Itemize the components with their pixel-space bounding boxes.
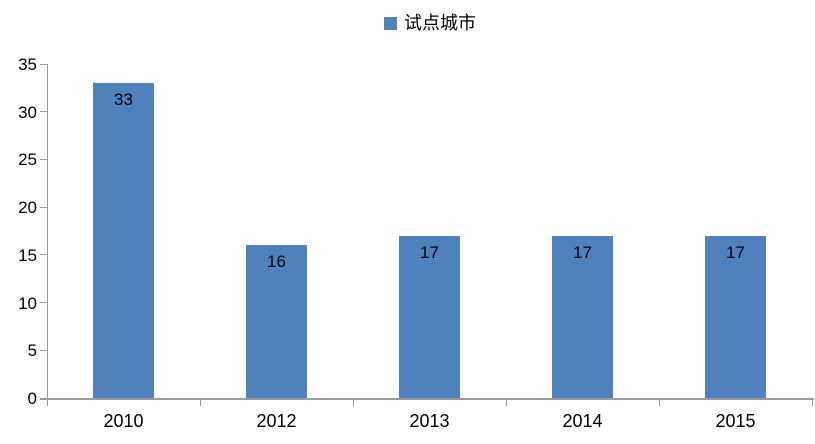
bar-value-label: 17 <box>726 242 745 262</box>
bar-value-label: 16 <box>267 252 286 272</box>
y-axis-label: 35 <box>18 55 37 74</box>
y-axis-tick <box>40 206 48 208</box>
y-axis-tick <box>40 254 48 256</box>
bar-value-label: 17 <box>420 242 439 262</box>
y-axis-label: 0 <box>27 389 37 408</box>
bar-2013: 17 <box>399 235 460 398</box>
x-axis-label: 2015 <box>715 411 756 431</box>
x-axis-tick <box>658 398 660 406</box>
y-axis-tick <box>40 397 48 399</box>
y-axis-label: 15 <box>18 245 37 265</box>
legend-square-swatch-icon <box>384 16 397 30</box>
y-axis-tick <box>40 158 48 160</box>
x-axis-tick <box>811 398 813 406</box>
y-axis-tick <box>40 349 48 351</box>
legend-label: 试点城市 <box>404 13 476 33</box>
x-axis-tick <box>199 398 201 406</box>
y-axis-label: 30 <box>18 102 37 122</box>
bar-2010: 33 <box>93 83 154 398</box>
y-axis-label: 5 <box>27 341 37 361</box>
bar-value-label: 17 <box>573 242 592 262</box>
y-axis-label: 10 <box>18 293 37 313</box>
bar-2015: 17 <box>705 235 766 398</box>
legend: 试点城市 <box>384 14 476 32</box>
y-axis-tick <box>40 63 48 65</box>
bar-2014: 17 <box>552 235 613 398</box>
y-axis-label: 25 <box>18 150 37 170</box>
y-axis-label: 20 <box>18 198 37 218</box>
x-axis-label: 2014 <box>562 411 603 431</box>
x-axis-label: 2013 <box>409 411 450 431</box>
y-axis-line <box>47 64 48 398</box>
y-axis-tick <box>40 111 48 113</box>
bar-value-label: 33 <box>114 90 133 110</box>
x-axis-tick <box>505 398 507 406</box>
bar-2012: 16 <box>246 245 307 398</box>
x-axis-tick <box>352 398 354 406</box>
y-axis-tick <box>40 302 48 304</box>
x-axis-label: 2010 <box>103 411 144 431</box>
x-axis-line <box>40 398 814 400</box>
x-axis-tick <box>46 398 48 406</box>
x-axis-label: 2012 <box>256 411 297 431</box>
